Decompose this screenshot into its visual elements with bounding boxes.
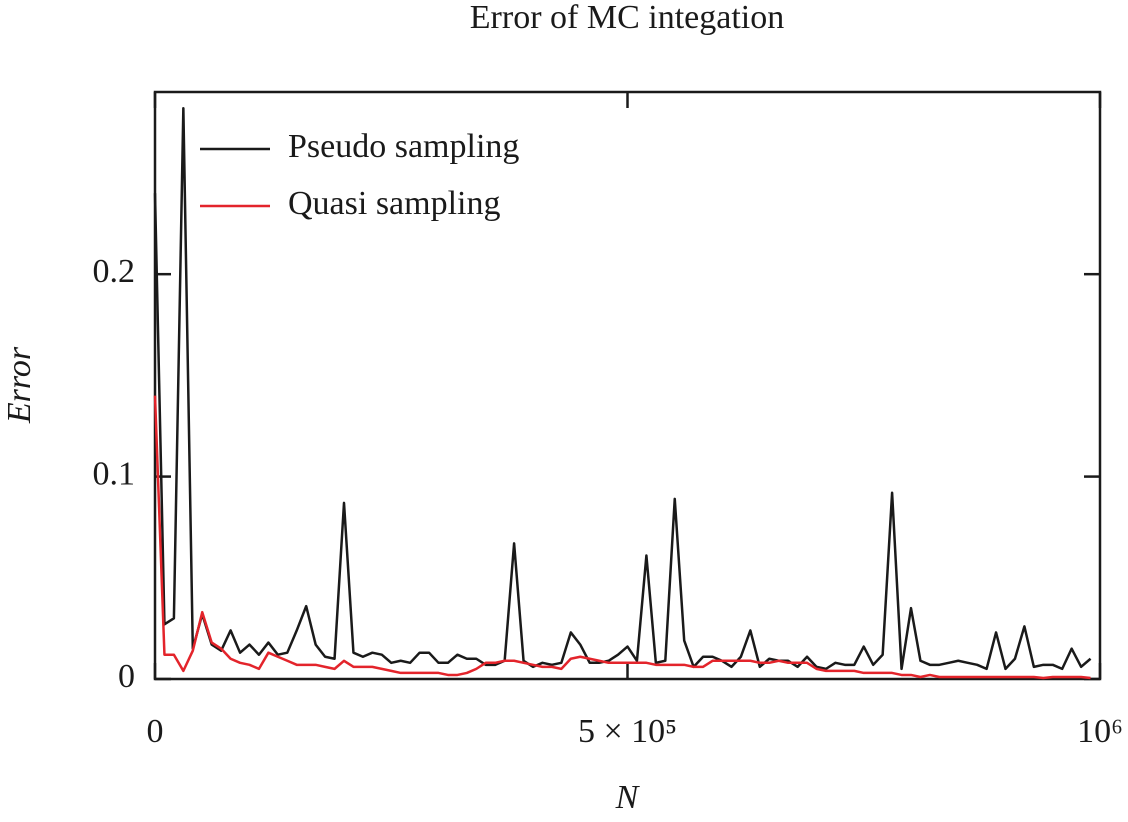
y-axis-label: Error	[1, 346, 38, 424]
legend-label: Quasi sampling	[288, 185, 500, 222]
data-line	[153, 395, 1091, 680]
data-line	[153, 106, 1092, 671]
y-tick-label: 0	[118, 658, 135, 695]
chart-title: Error of MC integation	[470, 0, 784, 36]
y-tick-label: 0.2	[93, 253, 136, 290]
x-axis-label: N	[615, 779, 641, 816]
plot-frame	[153, 90, 1102, 681]
x-tick-label: 10⁶	[1077, 713, 1123, 750]
legend-label: Pseudo sampling	[288, 128, 519, 165]
x-tick-label: 5 × 10⁵	[578, 713, 677, 750]
y-tick-label: 0.1	[93, 455, 136, 492]
x-tick-label: 0	[147, 713, 164, 750]
